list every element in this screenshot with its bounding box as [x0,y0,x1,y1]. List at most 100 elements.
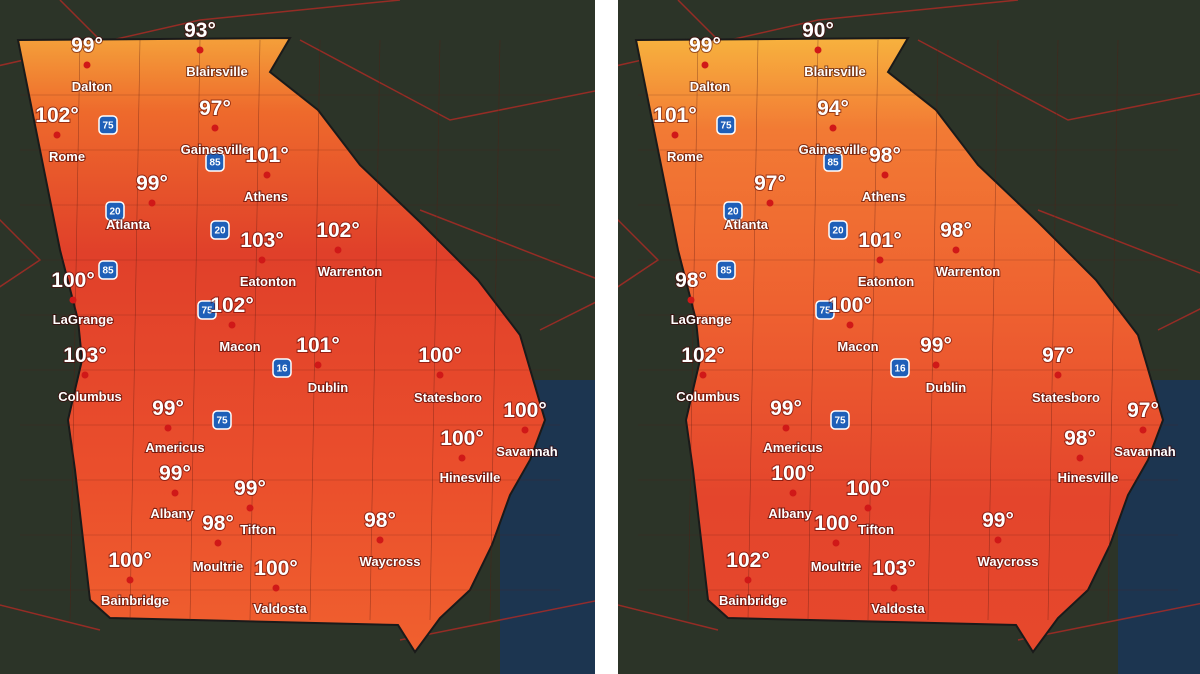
city-name: Rome [667,149,703,164]
road [399,600,595,641]
road [917,39,1200,121]
state-area [634,36,1165,654]
city-dot [932,361,940,369]
interstate-number: 75 [834,416,846,427]
county-line [987,39,999,621]
city-name: Tifton [858,522,894,537]
city-name: Atlanta [106,217,151,232]
city-dot [314,361,322,369]
city-dot [814,46,822,54]
road [618,218,660,288]
city-dot [1076,454,1084,462]
city-dot [699,371,707,379]
city-dot [258,256,266,264]
temperature: 102° [35,104,78,127]
temperature: 100° [503,399,546,422]
temperature: 98° [364,509,396,532]
county-line [1047,39,1059,621]
city-dot [228,321,236,329]
temperature: 98° [675,269,707,292]
interstate-shield [98,115,118,135]
road [677,0,719,41]
city-name: Athens [244,189,288,204]
city-dot [83,61,91,69]
interstate-number: 75 [819,306,831,317]
temperature: 100° [440,427,483,450]
interstate-number: 75 [102,121,114,132]
city-dot [376,536,384,544]
city-name: Statesboro [1032,390,1100,405]
city-dot [211,124,219,132]
city-name: Savannah [1114,444,1175,459]
interstate-number: 85 [102,266,114,277]
city-name: Hinesville [440,470,501,485]
interstate-shield [716,115,736,135]
temperature: 99° [770,397,802,420]
city-dot [272,584,280,592]
city-name: Rome [49,149,85,164]
city-name: Albany [768,506,812,521]
city-name: Gainesville [181,142,250,157]
temperature: 94° [817,97,849,120]
state-area [16,36,547,654]
city-dot [876,256,884,264]
city-dot [687,296,695,304]
temperature: 100° [254,557,297,580]
city-dot [246,504,254,512]
city-name: Americus [145,440,204,455]
temperature: 97° [1127,399,1159,422]
city-dot [1139,426,1147,434]
interstate-number: 85 [720,266,732,277]
city-name: Warrenton [936,264,1001,279]
temperature: 97° [1042,344,1074,367]
city-dot [671,131,679,139]
temperature: 99° [136,172,168,195]
city-name: Hinesville [1058,470,1119,485]
temperature: 90° [802,19,834,42]
city-name: Macon [219,339,260,354]
city-dot [214,539,222,547]
road [419,209,595,279]
interstate-shield [830,410,850,430]
interstate-shield [98,260,118,280]
temperature: 99° [689,34,721,57]
city-name: Columbus [58,389,122,404]
city-name: Blairsville [186,64,247,79]
temperature: 97° [754,172,786,195]
interstate-number: 75 [720,121,732,132]
interstate-number: 20 [727,207,739,218]
temperature: 100° [418,344,461,367]
city-name: Moultrie [811,559,862,574]
temperature: 93° [184,19,216,42]
city-dot [829,124,837,132]
city-name: Atlanta [724,217,769,232]
interstate-shield [716,260,736,280]
city-dot [196,46,204,54]
county-line [129,39,141,621]
county-line [867,39,879,621]
city-name: Columbus [676,389,740,404]
interstate-number: 75 [216,416,228,427]
temperature: 103° [240,229,283,252]
temperature: 101° [245,144,288,167]
city-name: Dublin [308,380,348,395]
city-dot [171,489,179,497]
interstate-number: 85 [827,158,839,169]
city-name: Waycross [978,554,1039,569]
county-line [807,39,819,621]
city-dot [263,171,271,179]
temperature: 98° [1064,427,1096,450]
county-line [489,39,501,621]
city-dot [334,246,342,254]
city-dot [701,61,709,69]
county-line [69,39,81,621]
temperature: 102° [210,294,253,317]
city-dot [521,426,529,434]
city-name: Americus [763,440,822,455]
city-name: Dalton [72,79,113,94]
city-dot [164,424,172,432]
interstate-shield [815,300,835,320]
temperature: 99° [152,397,184,420]
interstate-number: 16 [276,364,288,375]
